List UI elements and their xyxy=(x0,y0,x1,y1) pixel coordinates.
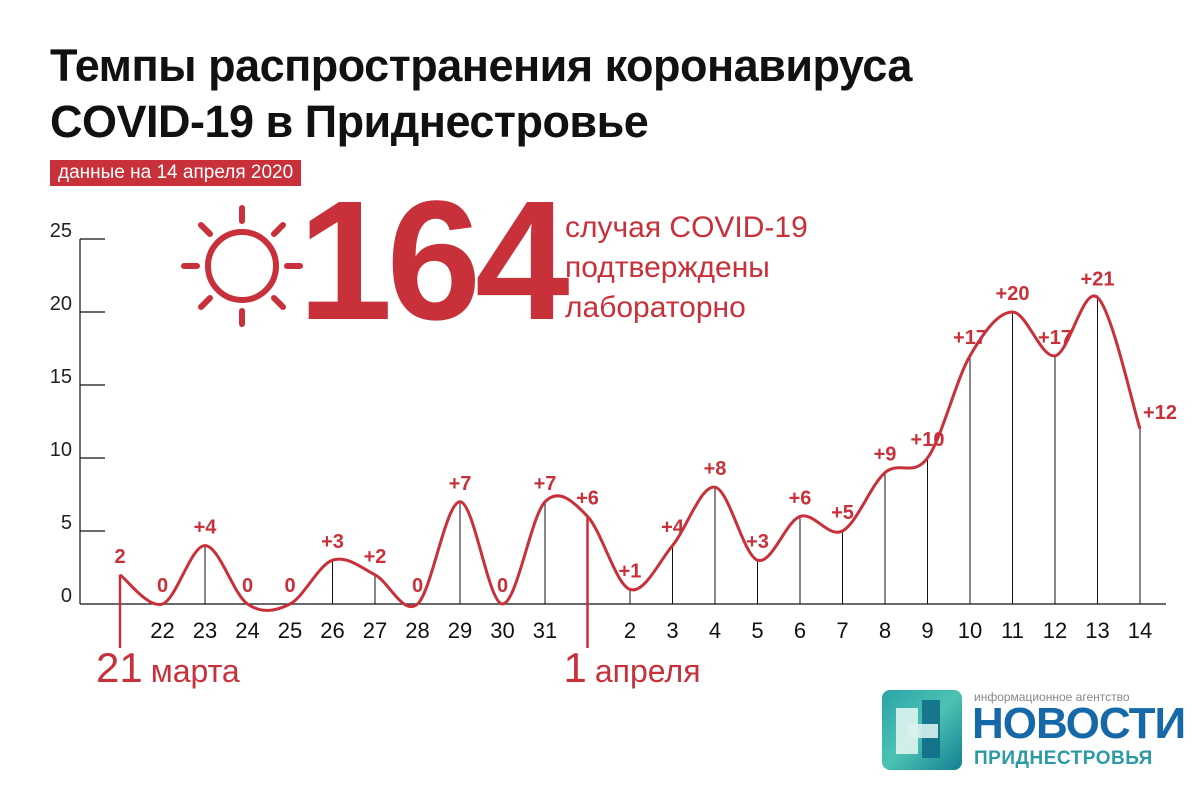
x-tick-label: 2 xyxy=(624,618,636,643)
x-tick-label: 10 xyxy=(958,618,982,643)
x-tick-label: 4 xyxy=(709,618,721,643)
data-label: +1 xyxy=(619,560,642,582)
data-label: +5 xyxy=(831,502,854,524)
page-title: Темпы распространения коронавируса COVID… xyxy=(50,38,1170,150)
data-label: +17 xyxy=(953,327,987,349)
news-agency-logo: информационное агентство НОВОСТИ ПРИДНЕС… xyxy=(882,690,1186,772)
data-label: +2 xyxy=(364,546,387,568)
y-tick-label: 0 xyxy=(61,585,72,607)
data-label: +17 xyxy=(1038,327,1072,349)
data-label: +4 xyxy=(194,517,218,539)
month-marker-label: 1 апреля xyxy=(564,644,701,691)
data-label: +6 xyxy=(576,487,599,509)
data-label: +3 xyxy=(746,531,769,553)
month-marker-day: 21 xyxy=(96,644,143,691)
x-tick-label: 29 xyxy=(448,618,472,643)
month-marker-day: 1 xyxy=(564,644,587,691)
month-marker-month: марта xyxy=(151,653,240,689)
sun-icon xyxy=(181,205,303,327)
chart-labels: 20+40 0+3+20+70+7+6+1+4+8+3+6+5+9+10+17+2… xyxy=(96,268,1177,691)
data-label: +12 xyxy=(1143,402,1177,424)
y-tick-label: 10 xyxy=(50,439,72,461)
caption-line-1: случая COVID-19 xyxy=(565,211,808,244)
logo-mark-icon xyxy=(882,690,962,770)
data-label: +7 xyxy=(534,473,557,495)
data-label: +7 xyxy=(449,473,472,495)
data-label: +10 xyxy=(911,429,945,451)
total-cases-caption: случая COVID-19 подтверждены лабораторно xyxy=(565,208,808,328)
title-line-2: COVID-19 в Приднестровье xyxy=(50,96,649,147)
x-tick-label: 12 xyxy=(1043,618,1067,643)
data-label: 0 xyxy=(412,575,423,597)
x-tick-label: 9 xyxy=(921,618,933,643)
x-tick-label: 22 xyxy=(150,618,174,643)
x-tick-label: 13 xyxy=(1085,618,1109,643)
x-tick-label: 5 xyxy=(751,618,763,643)
y-tick-label: 20 xyxy=(50,293,72,315)
x-tick-label: 26 xyxy=(320,618,344,643)
x-tick-label: 14 xyxy=(1128,618,1152,643)
month-marker-month: апреля xyxy=(595,653,701,689)
data-label: 0 xyxy=(497,575,508,597)
chart-spikes xyxy=(118,297,1141,648)
caption-line-2: подтверждены xyxy=(565,251,770,284)
title-line-1: Темпы распространения коронавируса xyxy=(50,40,912,91)
data-label: 2 xyxy=(114,546,125,568)
y-tick-label: 5 xyxy=(61,512,72,534)
x-tick-label: 7 xyxy=(836,618,848,643)
caption-line-3: лабораторно xyxy=(565,291,746,324)
x-tick-label: 6 xyxy=(794,618,806,643)
logo-subtitle: ПРИДНЕСТРОВЬЯ xyxy=(974,748,1153,769)
data-label: 0 xyxy=(284,575,295,597)
x-tick-label: 24 xyxy=(235,618,259,643)
x-tick-label: 25 xyxy=(278,618,302,643)
data-label: 0 xyxy=(242,575,253,597)
x-tick-label: 30 xyxy=(490,618,514,643)
x-tick-label: 31 xyxy=(533,618,557,643)
y-tick-label: 25 xyxy=(50,220,72,242)
data-label: 0 xyxy=(157,575,168,597)
logo-name: НОВОСТИ xyxy=(972,699,1186,748)
data-label: +9 xyxy=(874,444,897,466)
total-cases-number: 164 xyxy=(298,166,570,356)
month-marker-label: 21 марта xyxy=(96,644,240,691)
x-tick-label: 11 xyxy=(1001,618,1024,643)
data-label: +21 xyxy=(1081,268,1115,290)
x-tick-label: 27 xyxy=(363,618,387,643)
x-tick-label: 28 xyxy=(405,618,429,643)
y-tick-label: 15 xyxy=(50,366,72,388)
x-tick-label: 3 xyxy=(666,618,678,643)
x-tick-label: 8 xyxy=(879,618,891,643)
x-tick-label: 23 xyxy=(193,618,217,643)
data-label: +3 xyxy=(321,531,344,553)
chart-line-layer xyxy=(119,294,1142,612)
logo-caption: информационное агентство xyxy=(974,690,1130,704)
series-line xyxy=(119,294,1142,612)
date-badge: данные на 14 апреля 2020 xyxy=(50,160,302,186)
data-label: +6 xyxy=(789,487,812,509)
data-label: +8 xyxy=(704,458,727,480)
data-label: +4 xyxy=(661,517,685,539)
data-label: +20 xyxy=(996,283,1030,305)
